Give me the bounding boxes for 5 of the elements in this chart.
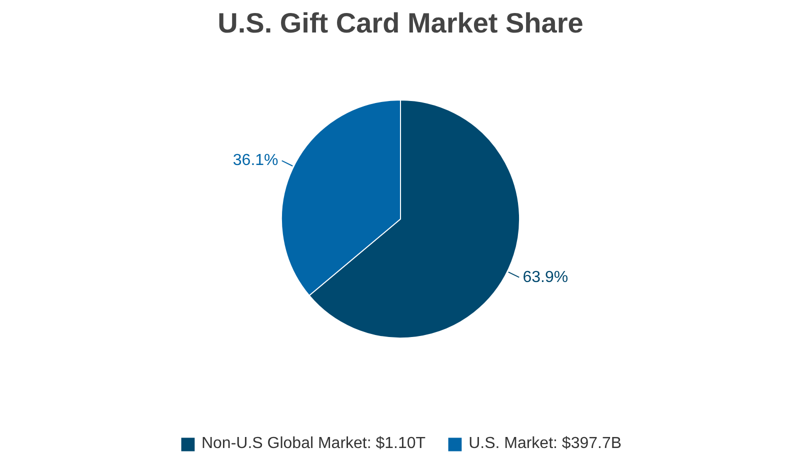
chart-title: U.S. Gift Card Market Share bbox=[218, 8, 584, 38]
legend-label: U.S. Market: $397.7B bbox=[468, 435, 622, 453]
data-label: 63.9% bbox=[522, 268, 568, 286]
data-label: 36.1% bbox=[232, 152, 278, 170]
legend-label: Non-U.S Global Market: $1.10T bbox=[201, 435, 426, 453]
